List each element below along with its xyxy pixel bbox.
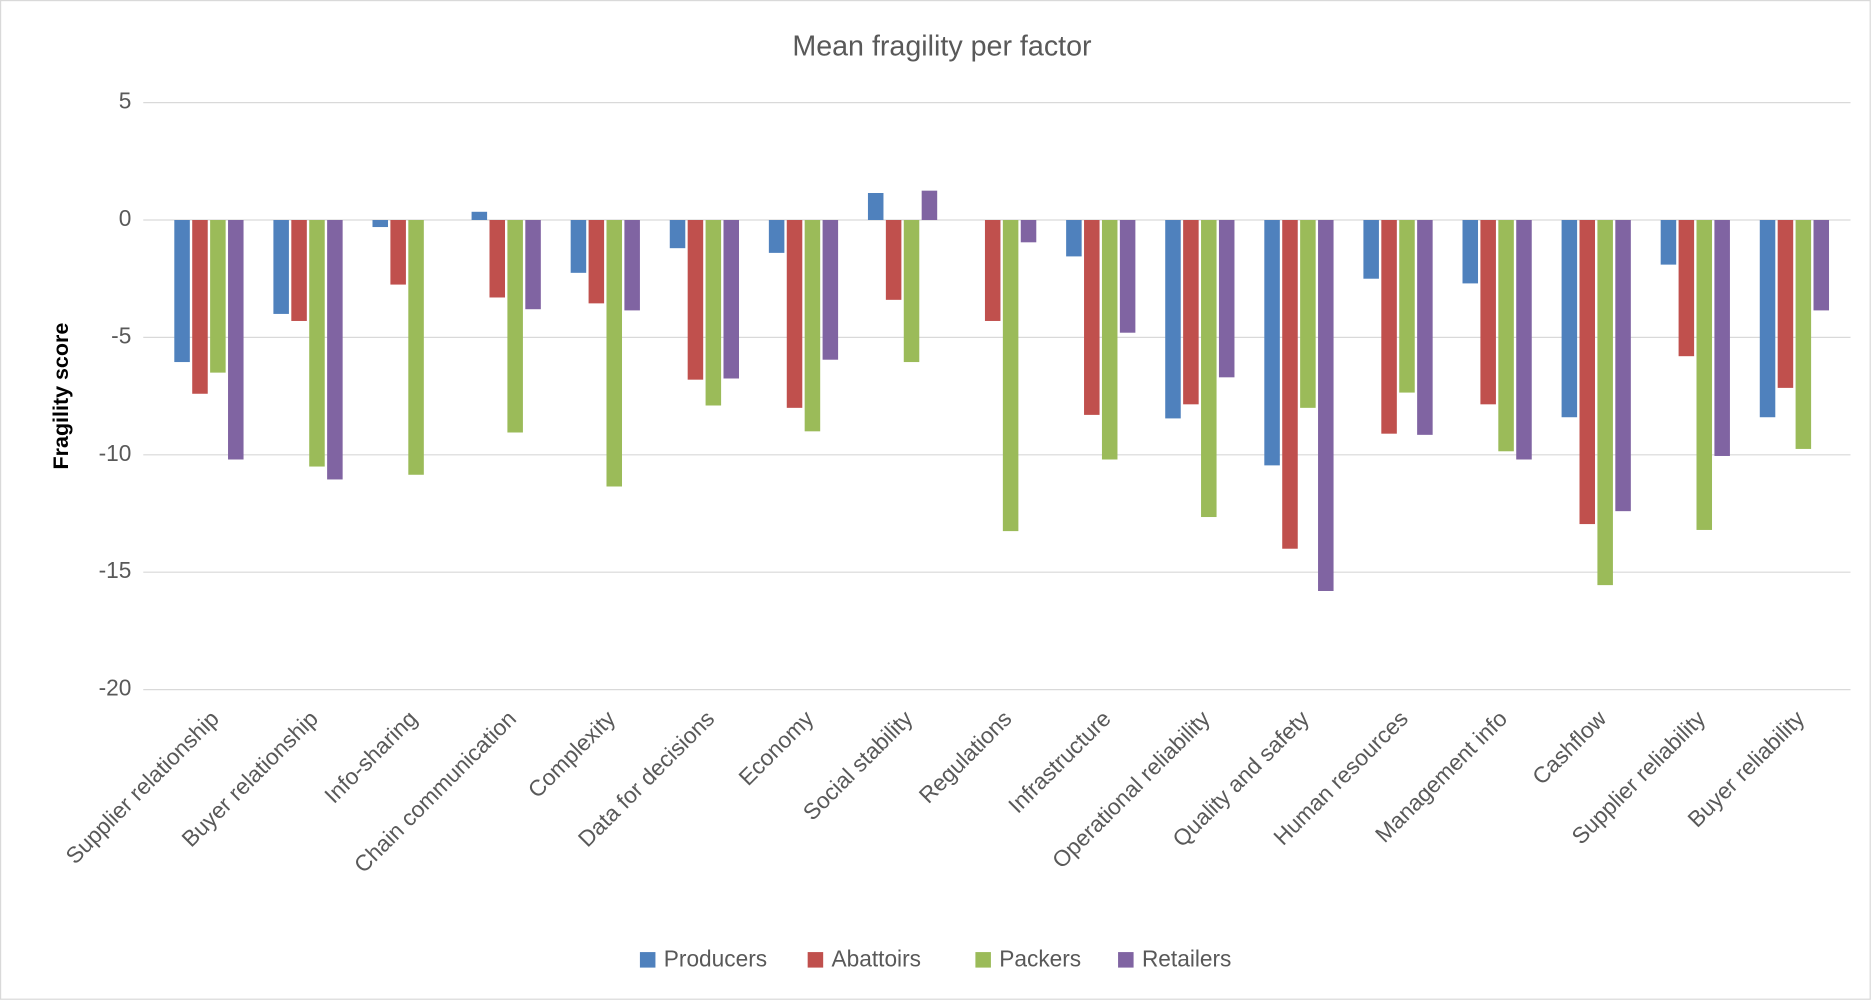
bar — [1084, 220, 1100, 415]
bar — [570, 220, 587, 273]
bar — [885, 220, 902, 300]
bar — [786, 220, 803, 408]
bar — [1020, 220, 1037, 243]
bar — [1101, 220, 1118, 460]
y-tick-label: -5 — [111, 322, 131, 348]
legend-label: Retailers — [1142, 945, 1231, 971]
bar — [804, 220, 821, 432]
bar — [1264, 220, 1280, 466]
bar — [471, 211, 488, 221]
bar — [309, 220, 325, 467]
bar — [1066, 220, 1082, 257]
bar — [327, 220, 343, 480]
bar — [1300, 220, 1316, 408]
bar — [606, 220, 623, 487]
bar — [1813, 220, 1830, 311]
chart-title: Mean fragility per factor — [792, 30, 1092, 62]
y-tick-label: -15 — [99, 557, 132, 583]
bar — [1282, 220, 1298, 549]
bar — [1579, 220, 1596, 525]
legend-label: Abattoirs — [832, 945, 921, 971]
bar — [687, 220, 704, 380]
bar — [1399, 220, 1415, 393]
bar — [1417, 220, 1433, 435]
bar — [1381, 220, 1397, 434]
bar — [1480, 220, 1496, 405]
bar — [372, 220, 389, 228]
bar — [174, 220, 190, 363]
legend-swatch — [639, 952, 656, 968]
bar — [588, 220, 605, 304]
bar — [489, 220, 506, 298]
y-tick-label: 5 — [119, 88, 132, 114]
bar — [1462, 220, 1479, 284]
bar — [1498, 220, 1514, 452]
bar — [210, 220, 226, 373]
bar — [705, 220, 722, 406]
y-tick-label: -10 — [99, 440, 132, 466]
bar — [669, 220, 686, 249]
legend-swatch — [975, 952, 991, 968]
legend-swatch — [807, 952, 824, 968]
bar — [1678, 220, 1695, 357]
legend-swatch — [1118, 952, 1134, 968]
bar — [1119, 220, 1136, 333]
bar — [1714, 220, 1730, 456]
bar — [228, 220, 244, 460]
y-tick-label: -20 — [99, 675, 132, 701]
bar — [1696, 220, 1713, 530]
bar — [1597, 220, 1613, 586]
bar — [291, 220, 307, 321]
bar — [390, 220, 406, 285]
bar — [867, 193, 884, 221]
bar — [903, 220, 920, 363]
bar — [1615, 220, 1631, 512]
y-tick-label: 0 — [119, 205, 132, 231]
bar — [1516, 220, 1532, 460]
bar — [1002, 220, 1019, 532]
bar — [273, 220, 289, 314]
bar — [723, 220, 740, 379]
bar — [1561, 220, 1578, 418]
bar — [921, 190, 938, 221]
bar — [1218, 220, 1235, 378]
bar — [1318, 220, 1334, 591]
bar — [525, 220, 541, 310]
bar — [624, 220, 640, 311]
bar — [1777, 220, 1794, 388]
bar — [1759, 220, 1776, 418]
bar — [1363, 220, 1379, 279]
bar — [192, 220, 208, 394]
bar — [984, 220, 1001, 321]
bar — [822, 220, 839, 360]
bar — [768, 220, 785, 253]
bar — [1183, 220, 1199, 405]
bar — [507, 220, 523, 433]
legend-label: Producers — [664, 945, 767, 971]
bar — [1795, 220, 1812, 449]
bar — [1660, 220, 1677, 265]
bar — [1201, 220, 1217, 518]
bar — [408, 220, 424, 475]
y-axis-label: Fragility score — [49, 323, 73, 470]
legend-label: Packers — [999, 945, 1081, 971]
bar — [1165, 220, 1181, 419]
